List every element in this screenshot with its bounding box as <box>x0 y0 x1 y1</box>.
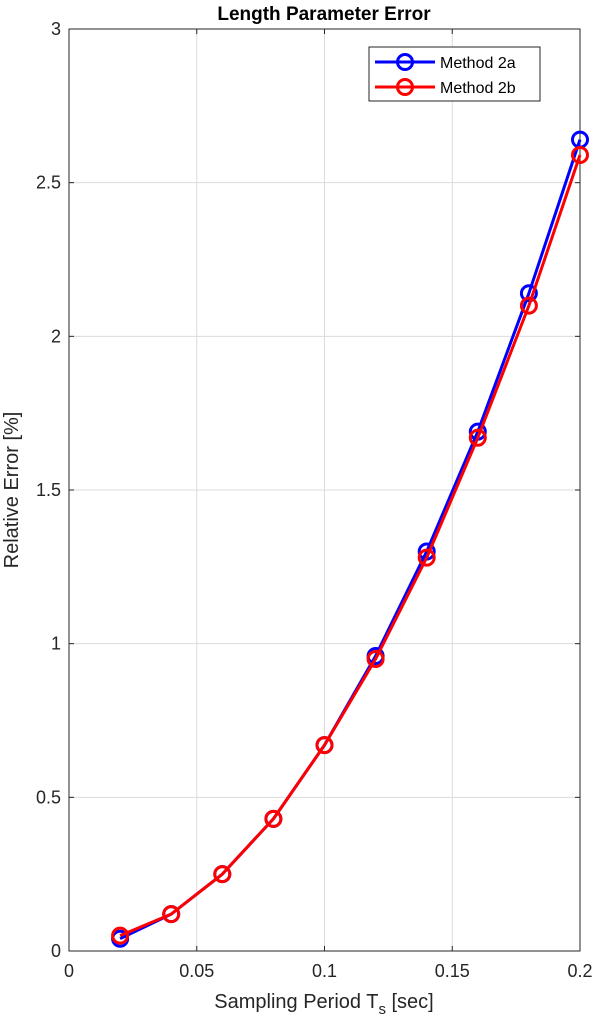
x-axis-label-unit: [sec] <box>386 991 434 1013</box>
legend-entry: Method 2b <box>375 78 516 97</box>
series-line <box>119 139 582 941</box>
y-tick-label: 2 <box>51 326 61 346</box>
x-axis-ticks: 0 0.05 0.1 0.15 0.2 <box>64 29 593 981</box>
y-tick-label: 3 <box>51 19 61 39</box>
legend-items: Method 2a Method 2b <box>375 53 516 97</box>
y-tick-label: 0.5 <box>36 787 61 807</box>
legend-label: Method 2a <box>440 55 516 72</box>
data-point <box>417 548 436 567</box>
y-tick-label: 0 <box>51 941 61 961</box>
legend-marker <box>396 53 414 71</box>
data-point <box>519 284 538 303</box>
data-point <box>519 296 538 315</box>
y-tick-label: 1 <box>51 634 61 654</box>
series-2 <box>111 146 589 945</box>
data-point <box>571 146 589 165</box>
data-point <box>468 428 487 447</box>
chart-title: Length Parameter Error <box>217 4 431 25</box>
series-1 <box>111 130 589 948</box>
data-point <box>264 809 283 828</box>
legend-entry: Method 2a <box>375 53 516 72</box>
series-group <box>111 130 589 948</box>
legend-label: Method 2b <box>440 80 516 97</box>
x-tick-label: 0.2 <box>567 961 592 981</box>
x-tick-label: 0.1 <box>312 961 337 981</box>
x-axis-label-subscript: s <box>378 1001 386 1018</box>
legend-marker <box>396 78 414 96</box>
legend: Method 2a Method 2b <box>368 46 541 102</box>
y-tick-label: 1.5 <box>36 480 61 500</box>
data-point <box>111 926 130 945</box>
data-point <box>162 905 181 924</box>
x-axis-label-main: Sampling Period T <box>214 991 378 1013</box>
x-tick-label: 0.05 <box>179 961 214 981</box>
series-line <box>119 154 582 938</box>
data-point <box>366 650 385 669</box>
y-tick-label: 2.5 <box>36 173 61 193</box>
y-axis-ticks: 0 0.5 1 1.5 2 2.5 3 <box>36 19 580 961</box>
y-axis-label: Relative Error [%] <box>1 412 23 569</box>
x-tick-label: 0.15 <box>435 961 470 981</box>
data-point <box>213 865 232 884</box>
x-tick-label: 0 <box>64 961 74 981</box>
legend-box <box>368 46 541 102</box>
x-axis-label: Sampling Period Ts [sec] <box>214 991 433 1018</box>
data-point <box>315 736 334 755</box>
grid-lines <box>69 29 580 951</box>
